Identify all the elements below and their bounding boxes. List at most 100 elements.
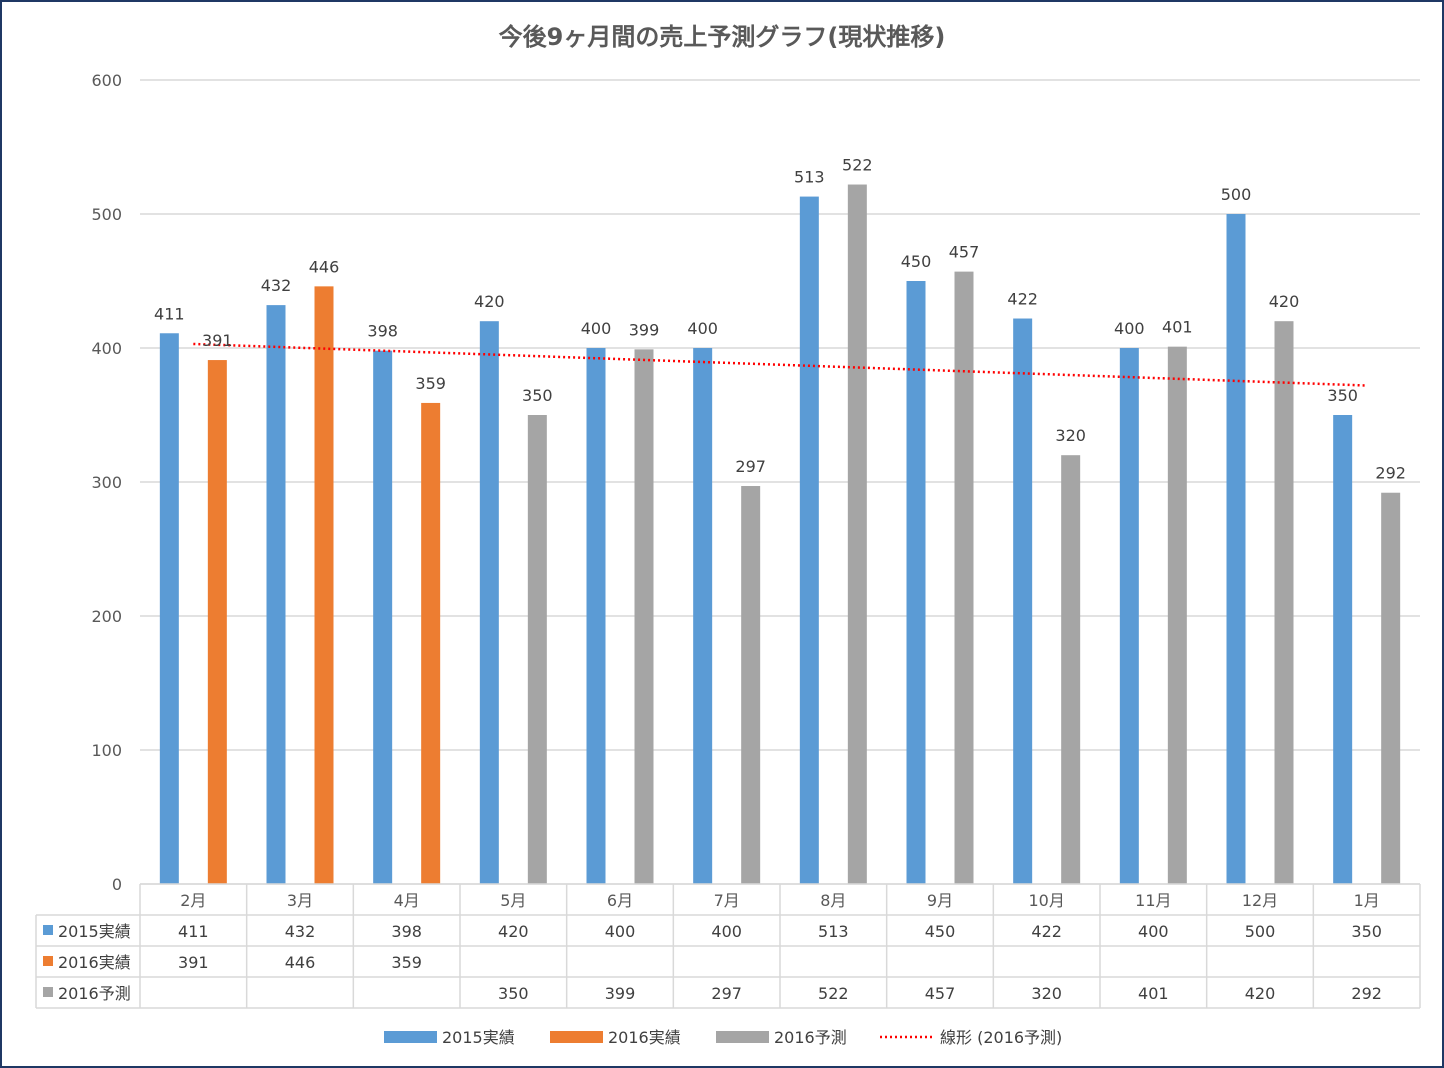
table-legend-key xyxy=(43,987,53,997)
x-tick-label: 5月 xyxy=(500,891,526,910)
x-tick-label: 9月 xyxy=(927,891,953,910)
data-table: 2月 3月 4月 5月 6月 7月 8月 9月 10月 11月 12月 1月 2015実績 411 432 3… xyxy=(35,883,1421,1009)
x-tick-label: 4月 xyxy=(394,891,420,910)
bar-2016予測 xyxy=(741,486,761,884)
bar-2016予測 xyxy=(1167,346,1187,884)
data-label: 450 xyxy=(901,252,932,271)
y-tick-label: 600 xyxy=(91,71,122,90)
bar-2015実績 xyxy=(1013,318,1033,884)
bar-2016実績 xyxy=(314,286,334,884)
data-label: 420 xyxy=(1269,292,1300,311)
bar-2015実績 xyxy=(159,333,179,884)
data-label: 457 xyxy=(949,243,980,262)
x-tick-label: 6月 xyxy=(607,891,633,910)
table-legend-key xyxy=(43,956,53,966)
trendline-path xyxy=(193,342,1367,387)
table-cell: 320 xyxy=(1031,984,1062,1003)
table-legend-key xyxy=(43,925,53,935)
chart-title: 今後9ヶ月間の売上予測グラフ(現状推移) xyxy=(499,23,946,51)
legend: 2015実績 2016実績 2016予測 線形 (2016予測) xyxy=(384,1028,1062,1047)
bar-2016実績 xyxy=(207,360,227,884)
table-cell: 513 xyxy=(818,922,849,941)
legend-label-trendline: 線形 (2016予測) xyxy=(940,1028,1062,1047)
table-cell: 292 xyxy=(1351,984,1382,1003)
bar-2016予測 xyxy=(1381,492,1401,884)
y-tick-label: 200 xyxy=(91,607,122,626)
trendline xyxy=(193,342,1367,387)
x-tick-label: 8月 xyxy=(820,891,846,910)
data-label: 420 xyxy=(474,292,505,311)
table-cell: 420 xyxy=(1245,984,1276,1003)
x-tick-label: 10月 xyxy=(1028,891,1064,910)
y-axis: 0 100 200 300 400 500 600 xyxy=(91,71,122,894)
table-cell: 401 xyxy=(1138,984,1169,1003)
data-label: 391 xyxy=(202,331,233,350)
bar-2015実績 xyxy=(799,196,819,884)
data-label: 513 xyxy=(794,168,825,187)
bar-2016予測 xyxy=(847,184,867,884)
data-label: 350 xyxy=(522,386,553,405)
bar-2016予測 xyxy=(1274,321,1294,884)
x-tick-label: 11月 xyxy=(1135,891,1171,910)
data-label: 292 xyxy=(1375,464,1406,483)
legend-key xyxy=(384,1031,437,1043)
data-label: 500 xyxy=(1221,185,1252,204)
bar-2015実績 xyxy=(693,348,713,884)
table-cell: 422 xyxy=(1031,922,1062,941)
data-label: 320 xyxy=(1055,426,1086,445)
legend-label: 2015実績 xyxy=(442,1028,515,1047)
legend-key xyxy=(550,1031,603,1043)
x-tick-label: 3月 xyxy=(287,891,313,910)
table-cell: 450 xyxy=(925,922,956,941)
table-cell: 432 xyxy=(285,922,316,941)
table-cell: 297 xyxy=(711,984,742,1003)
x-tick-label: 12月 xyxy=(1242,891,1278,910)
y-tick-label: 400 xyxy=(91,339,122,358)
bars xyxy=(159,184,1401,885)
x-tick-label: 2月 xyxy=(180,891,206,910)
data-label: 400 xyxy=(687,319,718,338)
table-cell: 391 xyxy=(178,953,209,972)
data-label: 401 xyxy=(1162,318,1193,337)
data-label: 350 xyxy=(1327,386,1358,405)
legend-label: 2016実績 xyxy=(608,1028,681,1047)
table-cell: 400 xyxy=(711,922,742,941)
table-cell: 359 xyxy=(391,953,422,972)
bar-2015実績 xyxy=(586,348,606,884)
bar-2015実績 xyxy=(373,350,393,884)
legend-label: 2016予測 xyxy=(774,1028,847,1047)
data-label: 297 xyxy=(735,457,766,476)
table-cell: 522 xyxy=(818,984,849,1003)
bar-2016予測 xyxy=(527,415,547,884)
x-tick-label: 7月 xyxy=(714,891,740,910)
table-cell: 420 xyxy=(498,922,529,941)
data-label: 399 xyxy=(629,320,660,339)
table-row-label: 2015実績 xyxy=(58,922,131,941)
table-cell: 500 xyxy=(1245,922,1276,941)
y-tick-label: 0 xyxy=(112,875,122,894)
data-label: 422 xyxy=(1007,290,1038,309)
table-cell: 411 xyxy=(178,922,209,941)
data-label: 446 xyxy=(309,257,340,276)
bar-2016予測 xyxy=(634,349,654,885)
table-cell: 457 xyxy=(925,984,956,1003)
y-tick-label: 500 xyxy=(91,205,122,224)
table-cell: 350 xyxy=(1351,922,1382,941)
table-cell: 398 xyxy=(391,922,422,941)
table-cell: 400 xyxy=(605,922,636,941)
data-label: 432 xyxy=(261,276,292,295)
table-cell: 350 xyxy=(498,984,529,1003)
bar-2016実績 xyxy=(421,402,441,884)
bar-2015実績 xyxy=(266,305,286,884)
bar-2015実績 xyxy=(1226,214,1246,884)
y-tick-label: 100 xyxy=(91,741,122,760)
data-label: 522 xyxy=(842,156,873,175)
bar-2015実績 xyxy=(1333,415,1353,884)
legend-key xyxy=(716,1031,769,1043)
x-tick-label: 1月 xyxy=(1354,891,1380,910)
table-cell: 400 xyxy=(1138,922,1169,941)
data-label: 359 xyxy=(415,374,446,393)
table-row-label: 2016予測 xyxy=(58,984,131,1003)
